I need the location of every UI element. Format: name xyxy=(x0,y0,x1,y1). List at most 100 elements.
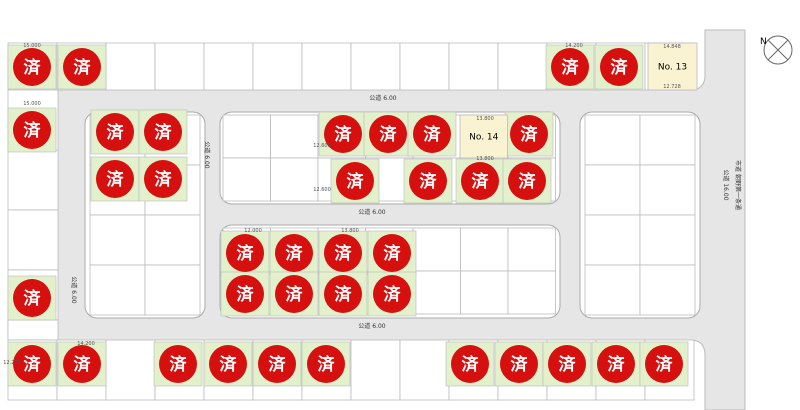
lot xyxy=(350,42,401,91)
sold-marker xyxy=(510,115,548,153)
dimension-label: 12.000 xyxy=(244,228,262,234)
lot xyxy=(584,264,641,316)
lot xyxy=(222,114,271,159)
sold-marker xyxy=(209,345,247,383)
lot xyxy=(154,42,205,91)
sold-marker xyxy=(144,160,182,198)
sold-marker xyxy=(144,113,182,151)
sold-marker xyxy=(63,345,101,383)
sold-label: 済 xyxy=(559,354,577,375)
lot xyxy=(639,164,696,216)
lot xyxy=(412,227,461,272)
road-label: 公道 6.00 xyxy=(203,141,211,168)
sold-marker xyxy=(63,48,101,86)
sold-marker xyxy=(369,115,407,153)
sold-label: 済 xyxy=(384,284,402,305)
lot-name: No. 14 xyxy=(469,133,499,143)
lot xyxy=(639,214,696,266)
sold-label: 済 xyxy=(24,288,42,309)
lot xyxy=(460,227,509,272)
sold-marker xyxy=(373,234,411,272)
sold-marker xyxy=(409,162,447,200)
sold-marker xyxy=(461,162,499,200)
sold-label: 済 xyxy=(24,354,42,375)
lot xyxy=(270,114,319,159)
sold-marker xyxy=(307,345,345,383)
sold-label: 済 xyxy=(656,354,674,375)
dimension-label: 14.848 xyxy=(663,44,681,50)
lot xyxy=(639,114,696,166)
dimension-label: 12.728 xyxy=(663,84,681,90)
sold-label: 済 xyxy=(562,57,580,78)
sold-label: 済 xyxy=(335,284,353,305)
sold-label: 済 xyxy=(170,354,188,375)
sold-marker xyxy=(13,111,51,149)
sold-marker xyxy=(324,234,362,272)
lot xyxy=(222,157,271,202)
sold-label: 済 xyxy=(335,243,353,264)
sold-marker xyxy=(275,234,313,272)
lot xyxy=(399,42,450,91)
dimension-label: 13.800 xyxy=(341,228,359,234)
lot xyxy=(89,264,146,316)
sold-marker xyxy=(324,275,362,313)
sold-label: 済 xyxy=(155,169,173,190)
sold-marker xyxy=(600,48,638,86)
lot xyxy=(252,42,303,91)
lot xyxy=(144,214,201,266)
lot xyxy=(7,209,59,271)
lot xyxy=(584,214,641,266)
sold-marker xyxy=(96,113,134,151)
sold-marker xyxy=(13,48,51,86)
sold-marker xyxy=(548,345,586,383)
sold-label: 済 xyxy=(472,171,490,192)
sold-label: 済 xyxy=(286,243,304,264)
lot xyxy=(584,114,641,166)
road-label: 公道 16.00 xyxy=(722,169,730,200)
sold-marker xyxy=(275,275,313,313)
road-label: 市道 朝野第一条通 xyxy=(734,160,742,210)
sold-marker xyxy=(13,345,51,383)
dimension-label: 12.600 xyxy=(313,143,331,149)
sold-label: 済 xyxy=(347,171,365,192)
lot xyxy=(584,164,641,216)
dimension-label: 12.275 xyxy=(3,360,21,366)
sold-label: 済 xyxy=(107,122,125,143)
sold-label: 済 xyxy=(420,171,438,192)
sold-label: 済 xyxy=(519,171,537,192)
sold-label: 済 xyxy=(220,354,238,375)
sold-label: 済 xyxy=(269,354,287,375)
lot xyxy=(412,270,461,315)
named-lot xyxy=(459,114,508,159)
sold-label: 済 xyxy=(107,169,125,190)
sold-label: 済 xyxy=(335,124,353,145)
sold-marker xyxy=(159,345,197,383)
sold-marker xyxy=(508,162,546,200)
sold-label: 済 xyxy=(237,243,255,264)
lot xyxy=(350,339,401,401)
sold-marker xyxy=(258,345,296,383)
sold-marker xyxy=(226,234,264,272)
sold-label: 済 xyxy=(286,284,304,305)
lot xyxy=(507,227,556,272)
compass-label: N xyxy=(760,37,767,47)
lot xyxy=(301,42,352,91)
sold-label: 済 xyxy=(511,354,529,375)
lot xyxy=(460,270,509,315)
sold-label: 済 xyxy=(384,243,402,264)
road-label: 公道 6.00 xyxy=(70,276,78,303)
sold-marker xyxy=(645,345,683,383)
lot xyxy=(105,339,156,401)
compass xyxy=(763,35,793,65)
sold-label: 済 xyxy=(24,120,42,141)
sold-marker xyxy=(96,160,134,198)
dimension-label: 13.800 xyxy=(476,116,494,122)
sold-label: 済 xyxy=(521,124,539,145)
lot xyxy=(144,264,201,316)
lot xyxy=(639,264,696,316)
lot-name: No. 13 xyxy=(658,63,687,73)
sold-marker xyxy=(226,275,264,313)
road-label: 公道 6.00 xyxy=(358,208,385,216)
lot xyxy=(399,339,450,401)
